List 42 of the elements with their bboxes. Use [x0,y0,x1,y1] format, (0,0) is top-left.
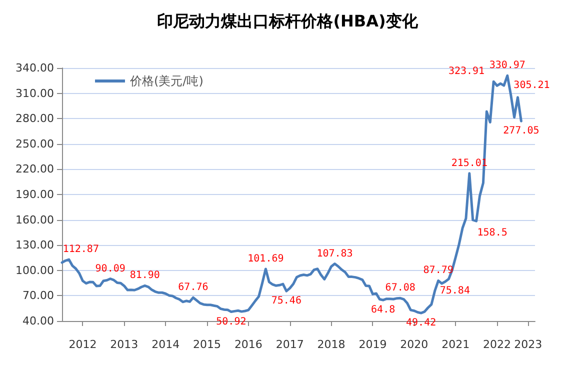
data-label: 50.92 [216,316,246,328]
y-tick-label: 70.00 [22,289,54,302]
data-label: 67.08 [385,282,416,294]
data-label: 330.97 [489,60,526,72]
x-tick-label: 2016 [234,338,262,351]
x-tick-label: 2019 [358,338,387,351]
y-tick-label: 40.00 [22,314,54,328]
data-label: 323.91 [448,66,485,78]
x-tick-label: 2023 [514,338,542,351]
chart-title: 印尼动力煤出口标杆价格(HBA)变化 [157,12,419,30]
data-label: 112.87 [62,244,99,256]
y-tick-label: 280.00 [16,112,54,126]
data-label: 305.21 [514,80,550,91]
data-label: 64.8 [371,304,396,316]
y-tick-label: 100.00 [16,264,54,277]
legend-label: 价格(美元/吨) [129,74,204,88]
data-label: 158.5 [477,228,508,239]
y-tick-label: 160.00 [16,213,54,226]
x-tick-label: 2021 [442,338,470,351]
data-label: 90.09 [95,263,126,274]
data-label: 75.84 [440,285,470,296]
data-label: 277.05 [503,126,540,137]
x-tick-label: 2013 [110,338,138,351]
x-tick-label: 2018 [317,338,346,351]
y-tick-label: 340.00 [16,62,54,74]
x-tick-label: 2012 [68,338,97,351]
data-label: 101.69 [248,253,284,264]
data-label: 107.83 [316,248,353,260]
x-tick-label: 2014 [152,338,180,351]
data-label: 49.42 [406,318,436,329]
data-label: 67.76 [178,282,208,294]
y-tick-label: 190.00 [16,188,54,201]
data-label: 75.46 [271,296,302,307]
data-label: 81.90 [130,270,160,282]
x-tick-label: 2017 [276,338,304,351]
y-tick-label: 130.00 [16,238,54,252]
x-tick-label: 2015 [193,338,222,351]
y-tick-label: 250.00 [16,137,54,150]
y-tick-label: 220.00 [16,162,54,176]
x-tick-label: 2022 [483,338,512,351]
y-tick-label: 310.00 [16,86,54,100]
x-tick-label: 2020 [400,338,428,351]
